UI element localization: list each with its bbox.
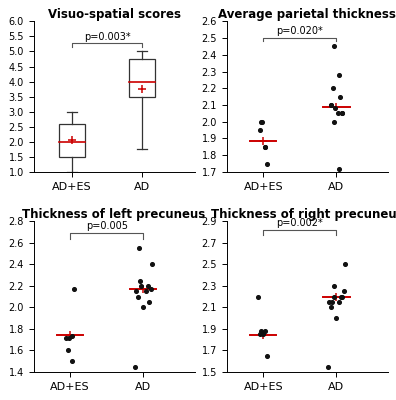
Point: [146, 299, 152, 305]
Point: [329, 85, 336, 92]
Point: [140, 304, 147, 310]
Text: p=0.003*: p=0.003*: [84, 32, 130, 42]
Point: [63, 334, 70, 341]
Point: [330, 283, 337, 289]
Point: [65, 334, 72, 341]
Text: p=0.020*: p=0.020*: [276, 26, 323, 36]
Point: [138, 283, 144, 289]
Point: [133, 288, 139, 294]
Text: p=0.005: p=0.005: [86, 221, 128, 231]
Point: [329, 299, 335, 305]
Point: [264, 353, 270, 359]
Point: [328, 102, 335, 108]
Point: [262, 144, 268, 150]
Point: [335, 299, 342, 305]
Point: [338, 294, 344, 300]
Point: [342, 261, 348, 268]
Point: [328, 304, 335, 310]
Point: [145, 283, 151, 289]
Point: [335, 110, 341, 116]
Point: [262, 328, 268, 334]
Point: [262, 144, 268, 150]
Point: [339, 110, 345, 116]
Point: [258, 328, 264, 334]
Point: [335, 72, 342, 78]
Point: [147, 286, 154, 292]
Point: [337, 94, 343, 100]
Point: [336, 165, 343, 172]
Point: [142, 288, 148, 294]
Point: [65, 347, 71, 354]
Point: [137, 277, 144, 284]
Title: Visuo-spatial scores: Visuo-spatial scores: [48, 8, 181, 21]
Title: Thickness of left precuneus: Thickness of left precuneus: [23, 208, 206, 221]
Point: [326, 299, 332, 305]
Point: [149, 261, 155, 268]
Point: [330, 118, 337, 125]
Point: [339, 294, 345, 300]
Point: [331, 43, 337, 50]
Title: Average parietal thickness: Average parietal thickness: [218, 8, 396, 21]
Point: [69, 333, 75, 340]
Point: [257, 331, 263, 338]
Point: [327, 102, 334, 108]
Point: [324, 363, 331, 370]
Point: [69, 358, 76, 364]
Point: [260, 331, 267, 338]
Point: [135, 294, 141, 300]
Point: [331, 294, 337, 300]
Bar: [59, 124, 86, 157]
Title: Thickness of right precuneus: Thickness of right precuneus: [211, 208, 396, 221]
Point: [264, 160, 270, 167]
Text: p=0.002*: p=0.002*: [276, 218, 323, 228]
Bar: [129, 59, 155, 97]
Point: [333, 315, 340, 321]
Point: [136, 245, 142, 252]
Point: [341, 288, 347, 294]
Point: [332, 105, 338, 112]
Point: [131, 363, 138, 370]
Point: [339, 110, 345, 116]
Point: [70, 286, 77, 292]
Point: [257, 127, 263, 133]
Point: [258, 118, 264, 125]
Point: [255, 294, 261, 300]
Point: [259, 118, 265, 125]
